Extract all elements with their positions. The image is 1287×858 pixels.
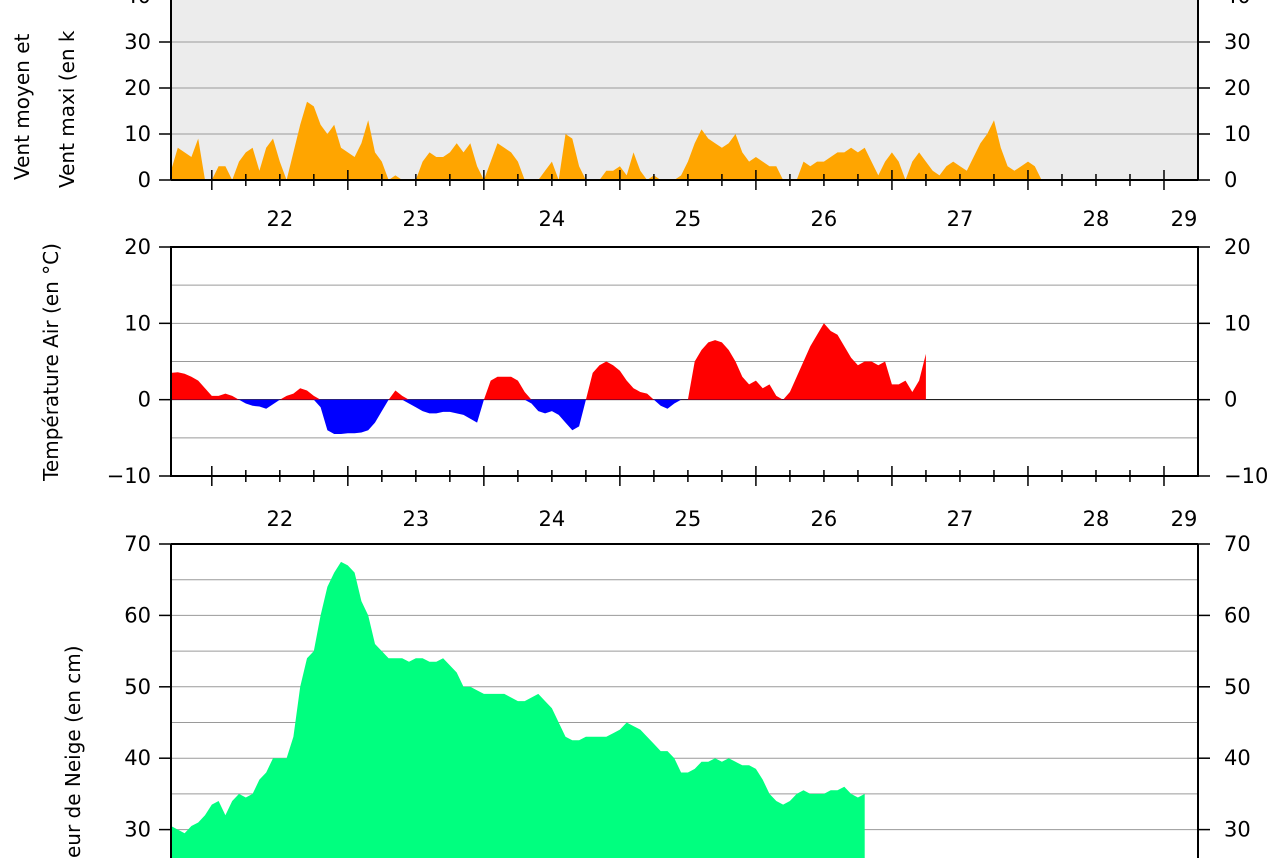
wind-panel: 0 0 10 10 20 20 30 30 40 40 22 23 24 25 26 27 28 29 Vent… (10, 0, 1251, 231)
wind-day-label: 27 (947, 207, 974, 231)
wind-day-label: 28 (1083, 207, 1110, 231)
0-ytick-label-right: 40 (1224, 0, 1251, 8)
1-ytick-label-left: 20 (124, 235, 151, 259)
temperature-y-label: Température Air (en °C) (39, 243, 63, 482)
0-ytick-label-left: 40 (124, 0, 151, 8)
temperature-panel: −10 −10 0 0 10 10 20 20 22 23 24 25 26 27 28 29 Tempér… (39, 235, 1268, 531)
snow-y-axis-ticks: 30 30 40 40 50 50 60 60 70 70 (124, 532, 1250, 842)
temperature-day-label: 24 (539, 507, 566, 531)
wind-y-label-line1: Vent moyen et (10, 33, 34, 180)
temperature-day-label: 22 (266, 507, 293, 531)
snow-panel: 30 30 40 40 50 50 60 60 70 70 eur de Neige (en cm… (61, 532, 1251, 858)
0-ytick-label-right: 30 (1224, 30, 1251, 54)
temperature-day-label: 29 (1171, 507, 1198, 531)
2-ytick-label-left: 30 (124, 818, 151, 842)
2-ytick-label-right: 40 (1224, 746, 1251, 770)
1-ytick-label-right: 20 (1224, 235, 1251, 259)
temperature-day-label: 28 (1083, 507, 1110, 531)
wind-day-label: 24 (539, 207, 566, 231)
wind-day-label: 29 (1171, 207, 1198, 231)
2-ytick-label-left: 40 (124, 746, 151, 770)
temperature-positive-area (171, 323, 926, 400)
temperature-gridlines (171, 284, 1198, 439)
0-ytick-label-right: 10 (1224, 122, 1251, 146)
2-ytick-label-right: 50 (1224, 675, 1251, 699)
temperature-day-label: 27 (947, 507, 974, 531)
1-ytick-label-right: −10 (1224, 464, 1268, 488)
0-ytick-label-left: 0 (138, 168, 151, 192)
wind-day-label: 25 (675, 207, 702, 231)
2-ytick-label-right: 70 (1224, 532, 1251, 556)
2-ytick-label-right: 30 (1224, 818, 1251, 842)
temperature-y-axis-ticks: −10 −10 0 0 10 10 20 20 (107, 235, 1269, 488)
1-ytick-label-right: 0 (1224, 388, 1237, 412)
2-ytick-label-left: 60 (124, 603, 151, 627)
1-ytick-label-left: 0 (138, 388, 151, 412)
wind-series-area (171, 101, 1056, 180)
temperature-frame (170, 246, 1199, 477)
1-ytick-label-left: 10 (124, 311, 151, 335)
1-ytick-label-left: −10 (107, 464, 151, 488)
wind-day-label: 22 (266, 207, 293, 231)
wind-gridlines (171, 41, 1198, 135)
snow-y-label: eur de Neige (en cm) (61, 645, 85, 858)
wind-y-axis-ticks: 0 0 10 10 20 20 30 30 40 40 (124, 0, 1250, 192)
snow-depth-area (171, 561, 865, 858)
0-ytick-label-left: 20 (124, 76, 151, 100)
2-ytick-label-right: 60 (1224, 603, 1251, 627)
wind-day-label: 23 (402, 207, 429, 231)
0-ytick-label-right: 20 (1224, 76, 1251, 100)
0-ytick-label-left: 30 (124, 30, 151, 54)
2-ytick-label-left: 70 (124, 532, 151, 556)
0-ytick-label-right: 0 (1224, 168, 1237, 192)
2-ytick-label-left: 50 (124, 675, 151, 699)
temperature-day-label: 25 (675, 507, 702, 531)
temperature-day-label: 23 (402, 507, 429, 531)
wind-day-label: 26 (811, 207, 838, 231)
temperature-negative-area (171, 399, 926, 434)
temperature-x-axis-ticks: 22 23 24 25 26 27 28 29 (211, 466, 1198, 531)
1-ytick-label-right: 10 (1224, 311, 1251, 335)
wind-y-label-line2: Vent maxi (en k (55, 30, 79, 188)
0-ytick-label-left: 10 (124, 122, 151, 146)
temperature-day-label: 26 (811, 507, 838, 531)
